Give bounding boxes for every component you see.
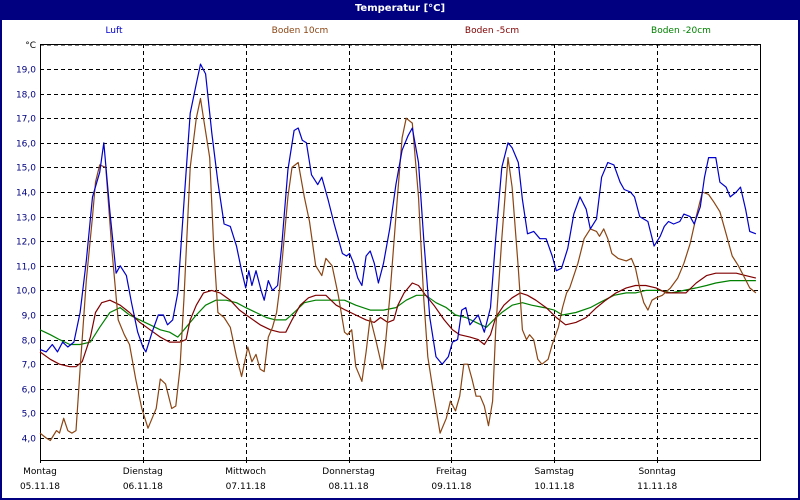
temperature-chart: 4,0 5,0 6,0 7,0 8,0 9,0 10,0 11,0 12,0 13,0 14,0 15…: [16, 41, 761, 492]
y-tick-label: 15,0: [16, 164, 36, 174]
y-tick-label: 11,0: [16, 263, 36, 273]
plot-frame: [40, 44, 761, 461]
y-tick-label: 17,0: [16, 115, 36, 125]
x-date-label: 10.11.18: [534, 482, 574, 492]
x-date-label: 06.11.18: [123, 482, 163, 492]
series-line-luft: [39, 63, 757, 365]
legend-item: Boden -5cm: [464, 26, 520, 36]
legend-item: Boden -20cm: [651, 26, 711, 36]
y-tick-label: 19,0: [16, 66, 36, 76]
x-date-label: 07.11.18: [226, 482, 266, 492]
x-date-label: 05.11.18: [20, 482, 60, 492]
chart-panel: Luft Boden 10cm Boden -5cm Boden -20cm 4,0 5…: [2, 20, 798, 498]
y-tick-label: 12,0: [16, 238, 36, 248]
x-day-label: Freitag: [436, 467, 467, 477]
legend-item: Boden 10cm: [271, 26, 329, 36]
series-line-boden-5cm: [39, 272, 757, 368]
y-tick-label: 18,0: [16, 91, 36, 101]
x-day-label: Samstag: [535, 467, 574, 477]
y-tick-label: 9,0: [22, 312, 37, 322]
series-line-boden-20cm: [39, 280, 756, 346]
y-tick-label: 10,0: [16, 287, 36, 297]
y-unit-label: °C: [25, 41, 36, 51]
y-tick-label: 4,0: [22, 435, 37, 445]
x-day-label: Dienstag: [123, 467, 163, 477]
x-date-label: 09.11.18: [431, 482, 471, 492]
legend-item: Luft: [105, 26, 123, 36]
x-day-label: Montag: [23, 467, 57, 477]
y-tick-label: 14,0: [16, 189, 36, 199]
y-tick-label: 6,0: [22, 386, 37, 396]
y-tick-label: 5,0: [22, 410, 37, 420]
x-day-label: Mittwoch: [225, 467, 266, 477]
window-title: Temperatur [°C]: [354, 3, 446, 14]
y-tick-label: 16,0: [16, 140, 36, 150]
series-line-boden-10cm: [39, 97, 757, 442]
y-tick-label: 7,0: [22, 361, 37, 371]
y-tick-label: 8,0: [22, 337, 37, 347]
x-day-label: Sonntag: [638, 467, 675, 477]
x-day-label: Donnerstag: [322, 467, 375, 477]
x-date-label: 11.11.18: [637, 482, 677, 492]
x-date-label: 08.11.18: [329, 482, 369, 492]
y-tick-label: 13,0: [16, 214, 36, 224]
